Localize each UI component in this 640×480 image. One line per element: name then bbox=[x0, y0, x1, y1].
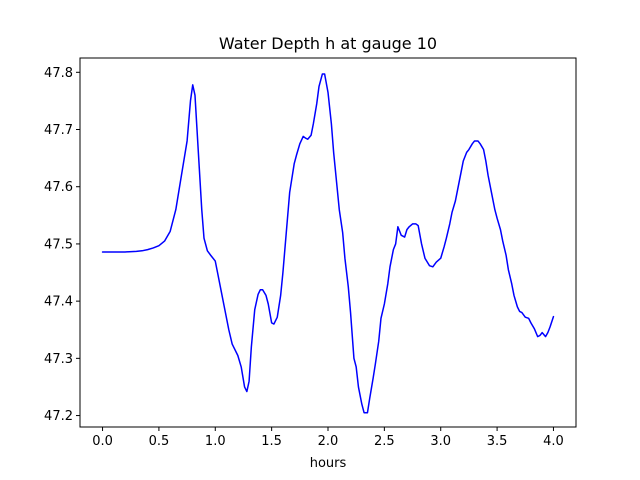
series-line bbox=[101, 73, 555, 414]
x-tick-label: 2.0 bbox=[318, 434, 339, 449]
x-tick-label: 1.5 bbox=[261, 434, 282, 449]
x-axis: 0.0 0.5 1.0 1.5 2.0 2.5 3.0 3.5 4.0 bbox=[92, 427, 564, 449]
y-axis: 47.2 47.3 47.4 47.5 47.6 47.7 47.8 bbox=[44, 66, 80, 424]
y-tick-label: 47.7 bbox=[44, 123, 73, 138]
y-tick-label: 47.3 bbox=[44, 352, 73, 367]
x-tick-label: 0.0 bbox=[92, 434, 113, 449]
x-axis-label: hours bbox=[310, 456, 347, 471]
y-tick-label: 47.4 bbox=[44, 295, 73, 310]
x-tick-label: 3.0 bbox=[430, 434, 451, 449]
x-tick-label: 3.5 bbox=[487, 434, 508, 449]
y-tick-label: 47.2 bbox=[44, 409, 73, 424]
y-tick-label: 47.5 bbox=[44, 237, 73, 252]
chart-title: Water Depth h at gauge 10 bbox=[219, 34, 437, 53]
y-tick-label: 47.8 bbox=[44, 66, 73, 81]
x-tick-label: 0.5 bbox=[149, 434, 170, 449]
x-tick-label: 2.5 bbox=[374, 434, 395, 449]
y-tick-label: 47.6 bbox=[44, 180, 73, 195]
x-tick-label: 1.0 bbox=[205, 434, 226, 449]
plot-area bbox=[101, 73, 555, 414]
x-tick-label: 4.0 bbox=[543, 434, 564, 449]
